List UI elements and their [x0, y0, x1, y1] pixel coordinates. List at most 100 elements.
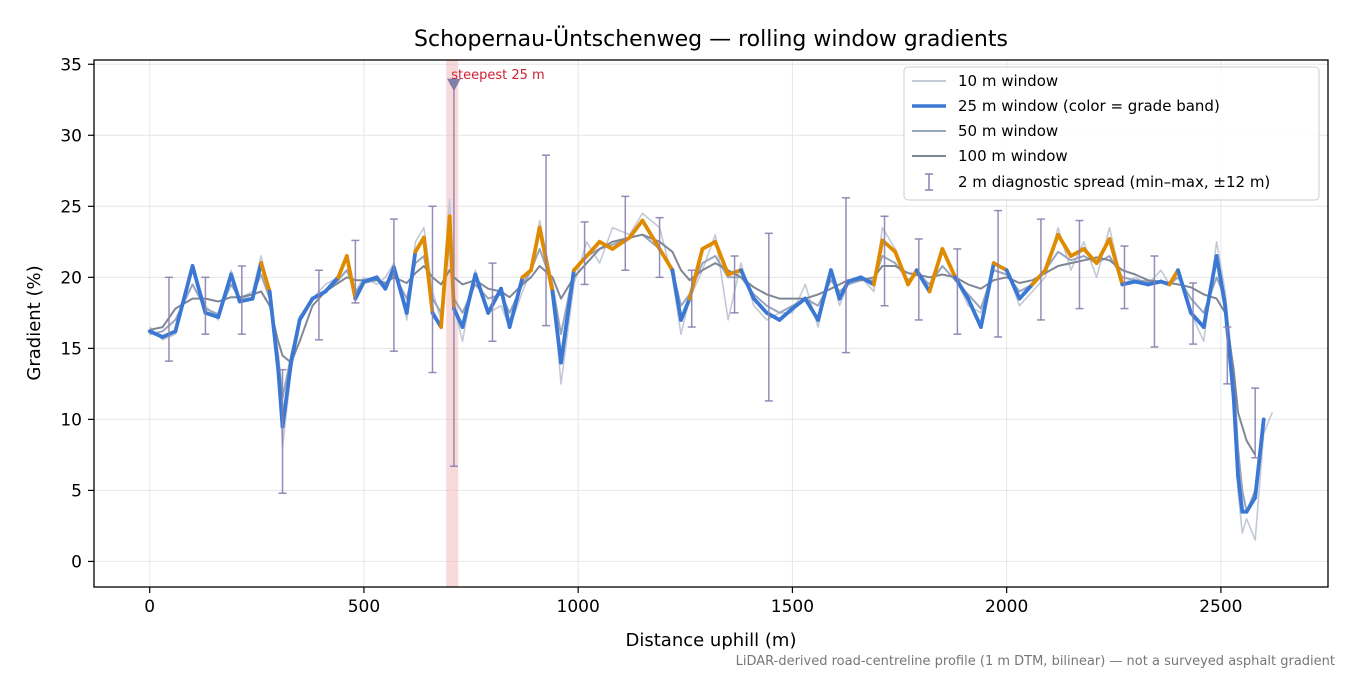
axis-ticks: 0 500 1000 1500 2000 2500 0 5 10 15 20 25 30 35: [60, 55, 1242, 617]
steepest-highlight: [446, 60, 459, 587]
legend-label-errorbar: 2 m diagnostic spread (min–max, ±12 m): [958, 173, 1270, 191]
error-bar: [580, 221, 589, 286]
series-segment-w25: [559, 268, 576, 365]
y-tick-label: 25: [60, 197, 82, 217]
error-bar: [730, 255, 739, 314]
y-tick-label: 10: [60, 410, 82, 430]
series-segment-w25: [790, 296, 808, 311]
error-bar: [237, 265, 246, 335]
error-bars: [164, 83, 1260, 494]
series-segment-w25: [259, 261, 272, 294]
series-segment-w25: [991, 261, 1009, 273]
series-segment-w25: [203, 310, 221, 320]
error-bar: [1223, 326, 1232, 385]
series-segment-w25: [1081, 247, 1099, 266]
series-segment-w25: [1244, 495, 1258, 514]
series-segment-w25: [584, 239, 602, 258]
legend-label-w100: 100 m window: [958, 147, 1068, 165]
error-bar: [1150, 255, 1159, 348]
error-bar: [621, 195, 630, 271]
series-segment-w25: [289, 318, 302, 365]
series-segment-w25: [1069, 247, 1086, 258]
series-segment-w25: [966, 296, 983, 329]
steepest-marker-group: steepest 25 m: [447, 68, 545, 92]
error-bar: [994, 209, 1003, 338]
series-segment-w25: [1253, 417, 1266, 500]
series-segment-w25: [657, 247, 675, 273]
series-segment-w25: [627, 218, 645, 240]
steepest-band: [446, 60, 459, 587]
series-segment-w25: [374, 275, 388, 291]
error-bar: [1189, 282, 1198, 345]
legend: 10 m window 25 m window (color = grade b…: [903, 66, 1320, 201]
x-axis-label: Distance uphill (m): [626, 630, 797, 651]
series-segment-w25: [893, 249, 910, 287]
error-bar: [764, 232, 773, 402]
series-segment-w25: [816, 268, 833, 322]
series-segment-w25: [1004, 268, 1022, 301]
plot-frame: [93, 59, 1329, 588]
series-segment-w25: [362, 275, 379, 284]
series-segment-w25: [679, 296, 692, 322]
y-tick-label: 35: [60, 55, 82, 75]
series-segment-w25: [550, 289, 563, 365]
series-segment-w25: [670, 268, 683, 322]
error-bar: [164, 276, 173, 362]
error-bar: [542, 154, 551, 327]
error-bar: [201, 276, 210, 335]
series-segment-w25: [1176, 268, 1193, 315]
series-segment-w25: [871, 238, 885, 287]
x-tick-label: 1500: [771, 597, 814, 617]
series-segment-w25: [404, 249, 418, 315]
series-segment-w25: [439, 214, 452, 329]
error-bar: [914, 238, 923, 321]
series-segment-w25: [323, 275, 341, 294]
series-segment-w25: [1133, 279, 1150, 287]
series-segment-w25: [267, 289, 281, 372]
error-bar: [389, 218, 398, 352]
legend-label-w10: 10 m window: [958, 72, 1058, 90]
error-bar: [953, 248, 962, 335]
legend-label-w50: 50 m window: [958, 122, 1058, 140]
series-segment-w25: [1043, 232, 1060, 273]
series-segment-w25: [979, 261, 996, 329]
y-tick-label: 15: [60, 339, 82, 359]
steepest-label: steepest 25 m: [451, 68, 544, 83]
series-segment-w25: [1030, 268, 1048, 287]
series-segment-w25: [940, 247, 958, 280]
series-segment-w25: [297, 296, 315, 322]
error-bar: [488, 262, 497, 343]
y-tick-label: 20: [60, 268, 82, 288]
legend-swatch-errorbar: [925, 173, 933, 191]
error-bar: [278, 368, 287, 494]
steepest-marker: [447, 78, 461, 92]
series-segment-w25: [250, 261, 264, 301]
series-segment-w25: [229, 272, 242, 304]
error-bar: [351, 239, 360, 304]
y-tick-label: 0: [71, 552, 82, 572]
series-segment-w25: [1056, 232, 1073, 258]
chart-title: Schopernau-Üntschenweg — rolling window …: [414, 26, 1008, 52]
x-tick-label: 1000: [557, 597, 600, 617]
series-segment-w25: [499, 286, 512, 329]
x-tick-label: 0: [144, 597, 155, 617]
series-segment-w25: [1223, 303, 1236, 400]
x-tick-label: 500: [348, 597, 380, 617]
series-segment-w25: [173, 264, 195, 334]
series-segment-w25: [486, 286, 503, 315]
error-bar: [428, 205, 437, 374]
series-lines: [147, 198, 1274, 541]
series-segment-w25: [1094, 237, 1112, 266]
error-bar: [841, 197, 850, 354]
series-segment-w25: [739, 268, 756, 301]
series-segment-w25: [190, 264, 208, 315]
series-segment-w25: [803, 296, 821, 322]
series-segment-w25: [216, 272, 234, 320]
series-segment-w25: [1201, 254, 1219, 329]
error-bar: [314, 269, 323, 341]
series-segment-w25: [1236, 474, 1245, 514]
series-segment-w25: [700, 239, 718, 251]
error-bar: [1075, 219, 1084, 310]
error-bar: [1120, 245, 1129, 310]
series-segment-w25: [460, 272, 478, 329]
